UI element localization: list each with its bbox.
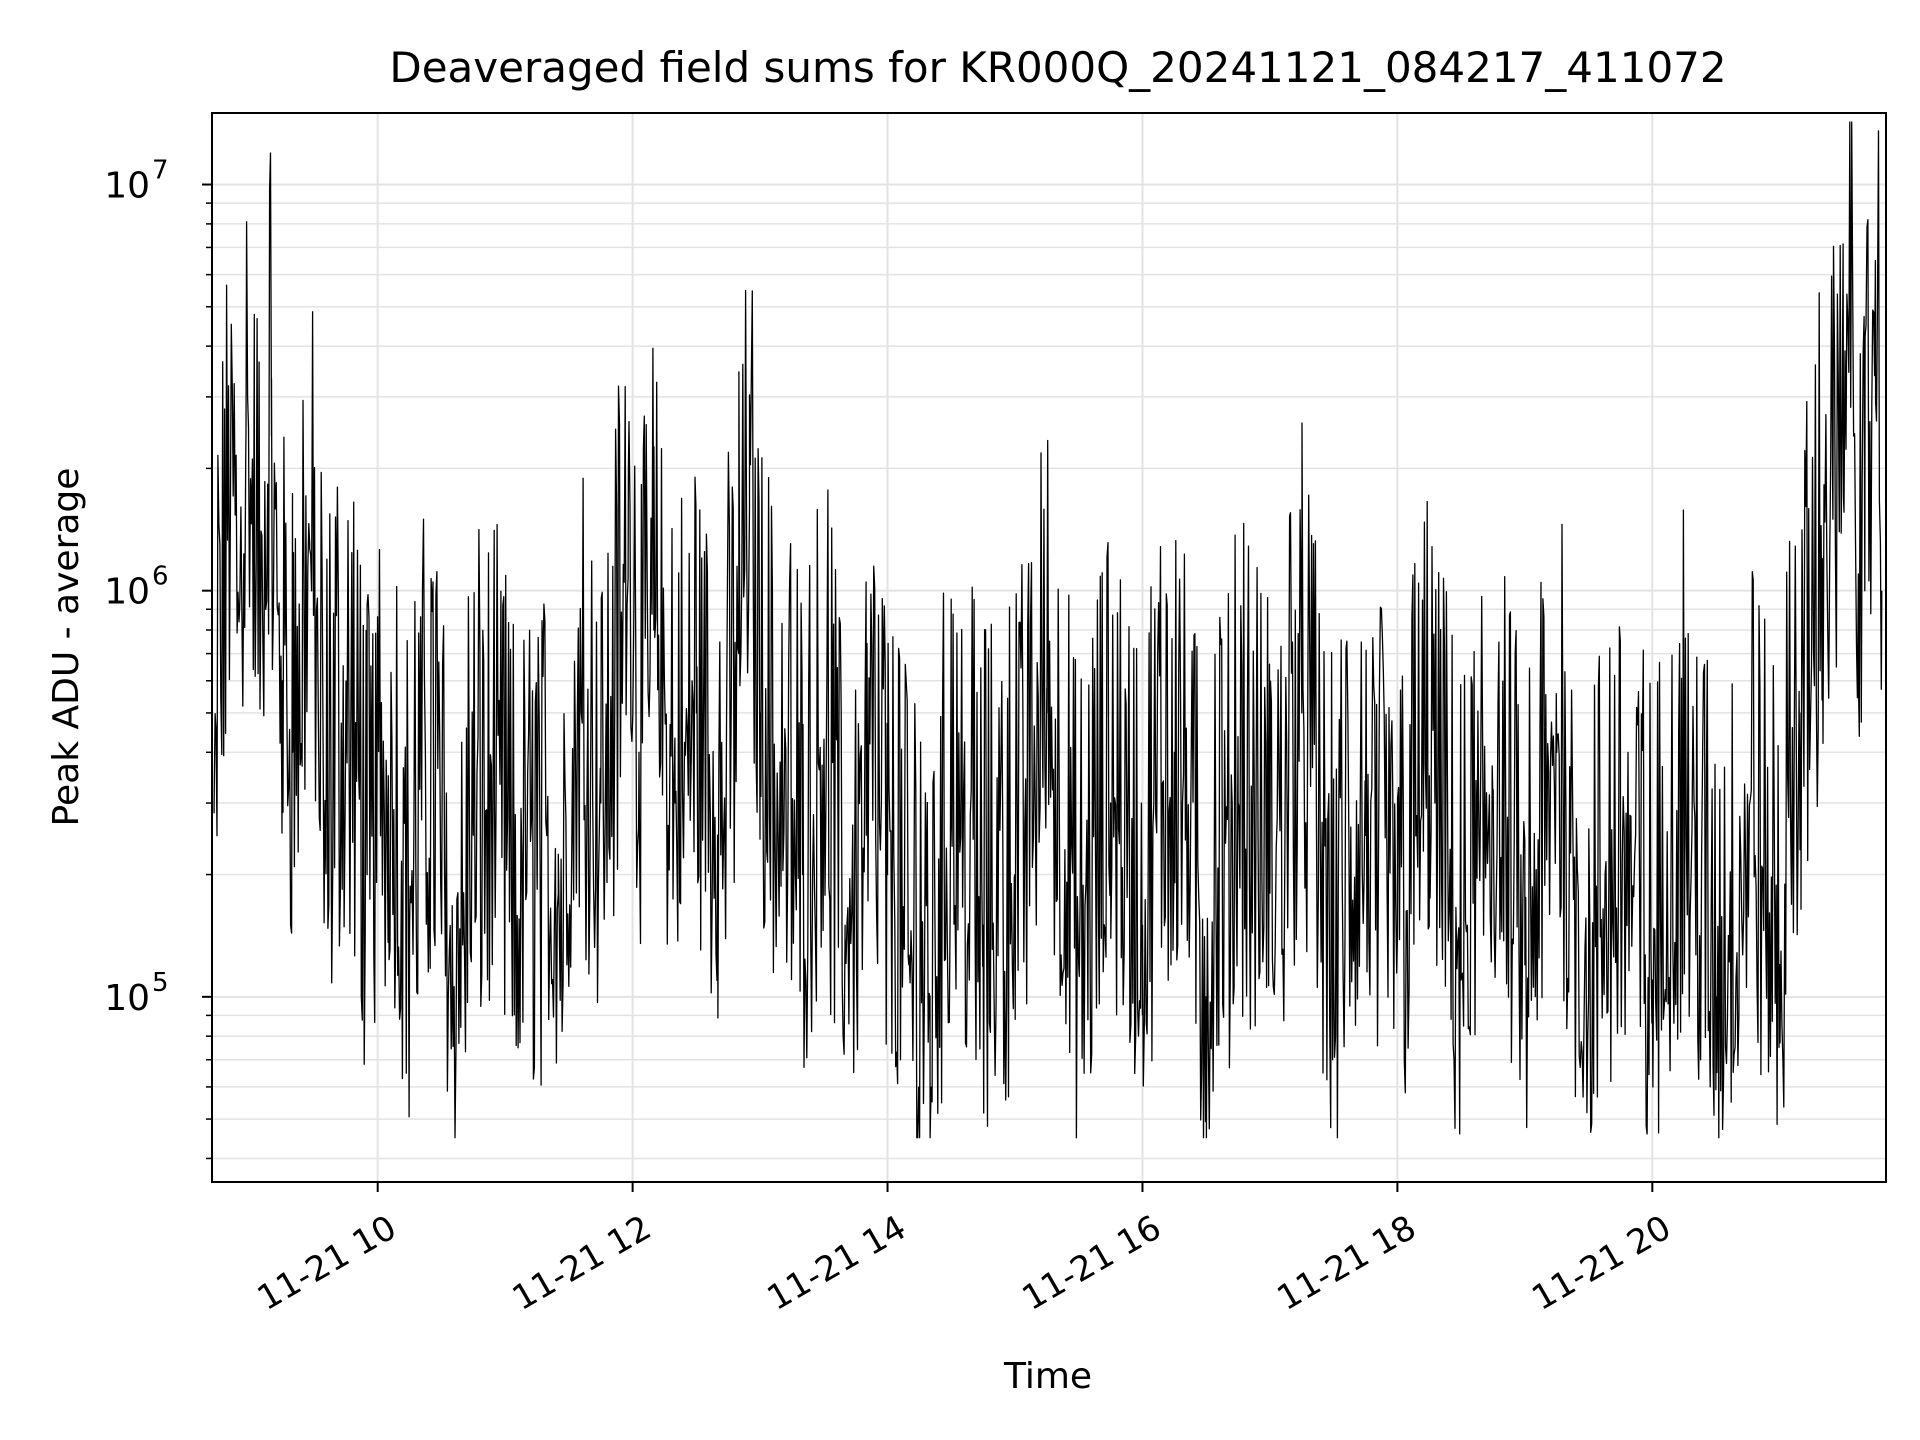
chart-title: Deaveraged field sums for KR000Q_2024112… bbox=[389, 43, 1726, 92]
series-layer bbox=[213, 121, 1883, 1139]
x-axis-label: Time bbox=[1003, 1356, 1092, 1397]
y-tick-label: 10 bbox=[104, 978, 150, 1019]
y-axis-label: Peak ADU - average bbox=[46, 468, 87, 827]
series-line bbox=[213, 121, 1883, 1139]
plot-frame bbox=[211, 112, 1887, 1183]
y-tick-label: 10 bbox=[104, 572, 150, 613]
y-tick-label: 10 bbox=[104, 166, 150, 207]
y-tick-exponent: 7 bbox=[152, 156, 169, 186]
y-tick-exponent: 5 bbox=[152, 968, 169, 998]
y-tick-exponent: 6 bbox=[152, 562, 169, 592]
